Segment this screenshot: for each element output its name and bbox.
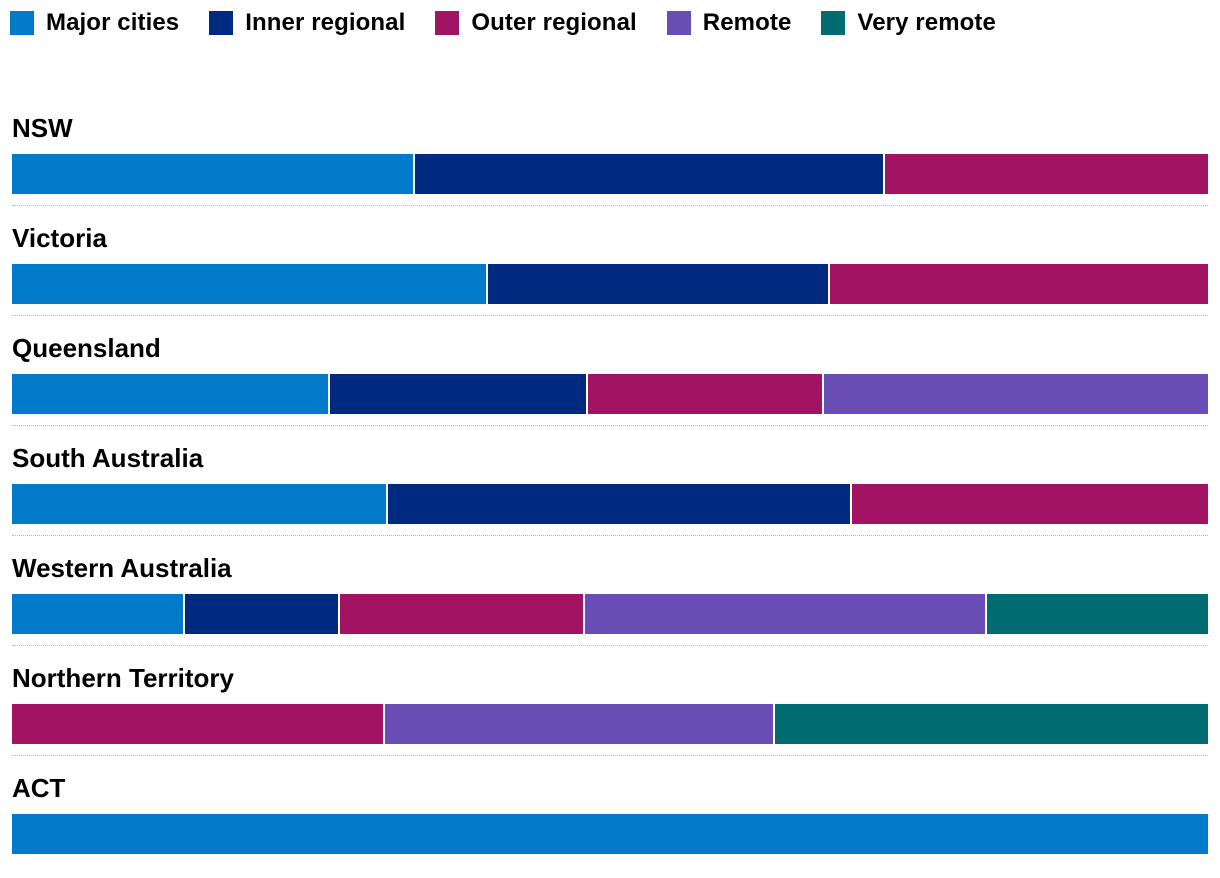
bar-segment-victoria-outer-regional: [830, 264, 1208, 304]
bar-segment-western-australia-remote: [584, 594, 985, 634]
bar-segment-south-australia-inner-regional: [387, 484, 850, 524]
bar-victoria: [12, 264, 1208, 304]
legend-swatch-remote: [666, 11, 691, 35]
legend-label-outer-regional: Outer regional: [471, 9, 637, 36]
bar-segment-western-australia-major-cities: [12, 594, 184, 634]
row-queensland: Queensland: [12, 328, 1208, 438]
bar-segment-western-australia-very-remote: [986, 594, 1208, 634]
bar-segment-queensland-inner-regional: [330, 374, 587, 414]
legend-label-remote: Remote: [702, 9, 792, 36]
legend-item-major-cities: Major cities: [10, 9, 179, 37]
bar-nsw: [12, 154, 1208, 194]
row-south-australia: South Australia: [12, 438, 1208, 548]
category-label-western-australia: Western Australia: [12, 553, 232, 583]
legend-label-inner-regional: Inner regional: [245, 9, 406, 36]
category-label-northern-territory: Northern Territory: [12, 663, 234, 693]
legend-swatch-major-cities: [10, 11, 34, 35]
legend: Major cities Inner regional Outer regional…: [10, 8, 1026, 38]
bar-segment-south-australia-outer-regional: [851, 484, 1208, 524]
bar-segment-act-major-cities: [12, 814, 1208, 854]
bar-segment-western-australia-inner-regional: [185, 594, 338, 634]
legend-label-very-remote: Very remote: [857, 9, 996, 36]
row-divider: [12, 205, 1208, 206]
bar-segment-nsw-outer-regional: [885, 154, 1208, 194]
row-northern-territory: Northern Territory: [12, 658, 1208, 768]
row-act: ACT: [12, 768, 1208, 878]
bar-queensland: [12, 374, 1208, 414]
bar-segment-western-australia-outer-regional: [339, 594, 583, 634]
category-label-act: ACT: [12, 773, 66, 803]
legend-swatch-outer-regional: [435, 11, 460, 35]
row-victoria: Victoria: [12, 218, 1208, 328]
row-nsw: NSW: [12, 108, 1208, 218]
legend-item-inner-regional: Inner regional: [209, 9, 405, 37]
bar-act: [12, 814, 1208, 854]
row-western-australia: Western Australia: [12, 548, 1208, 658]
bar-segment-south-australia-major-cities: [12, 484, 386, 524]
category-label-victoria: Victoria: [12, 223, 107, 253]
bar-south-australia: [12, 484, 1208, 524]
bar-segment-nsw-inner-regional: [415, 154, 884, 194]
legend-label-major-cities: Major cities: [46, 9, 180, 36]
row-divider: [12, 315, 1208, 316]
bar-segment-victoria-major-cities: [12, 264, 486, 304]
bar-northern-territory: [12, 704, 1208, 744]
row-divider: [12, 645, 1208, 646]
row-divider: [12, 535, 1208, 536]
bar-segment-northern-territory-very-remote: [775, 704, 1208, 744]
legend-swatch-inner-regional: [209, 11, 234, 35]
bar-segment-queensland-outer-regional: [588, 374, 823, 414]
category-label-nsw: NSW: [12, 113, 73, 143]
category-label-south-australia: South Australia: [12, 443, 204, 473]
legend-swatch-very-remote: [821, 11, 846, 35]
legend-item-outer-regional: Outer regional: [435, 9, 637, 37]
legend-item-very-remote: Very remote: [821, 9, 996, 37]
row-divider: [12, 755, 1208, 756]
bar-segment-northern-territory-outer-regional: [12, 704, 384, 744]
bar-segment-queensland-major-cities: [12, 374, 329, 414]
bar-segment-victoria-inner-regional: [488, 264, 829, 304]
bar-western-australia: [12, 594, 1208, 634]
bar-segment-nsw-major-cities: [12, 154, 414, 194]
row-divider: [12, 425, 1208, 426]
legend-item-remote: Remote: [666, 9, 792, 37]
bar-segment-queensland-remote: [824, 374, 1208, 414]
category-label-queensland: Queensland: [12, 333, 161, 363]
bar-segment-northern-territory-remote: [385, 704, 774, 744]
